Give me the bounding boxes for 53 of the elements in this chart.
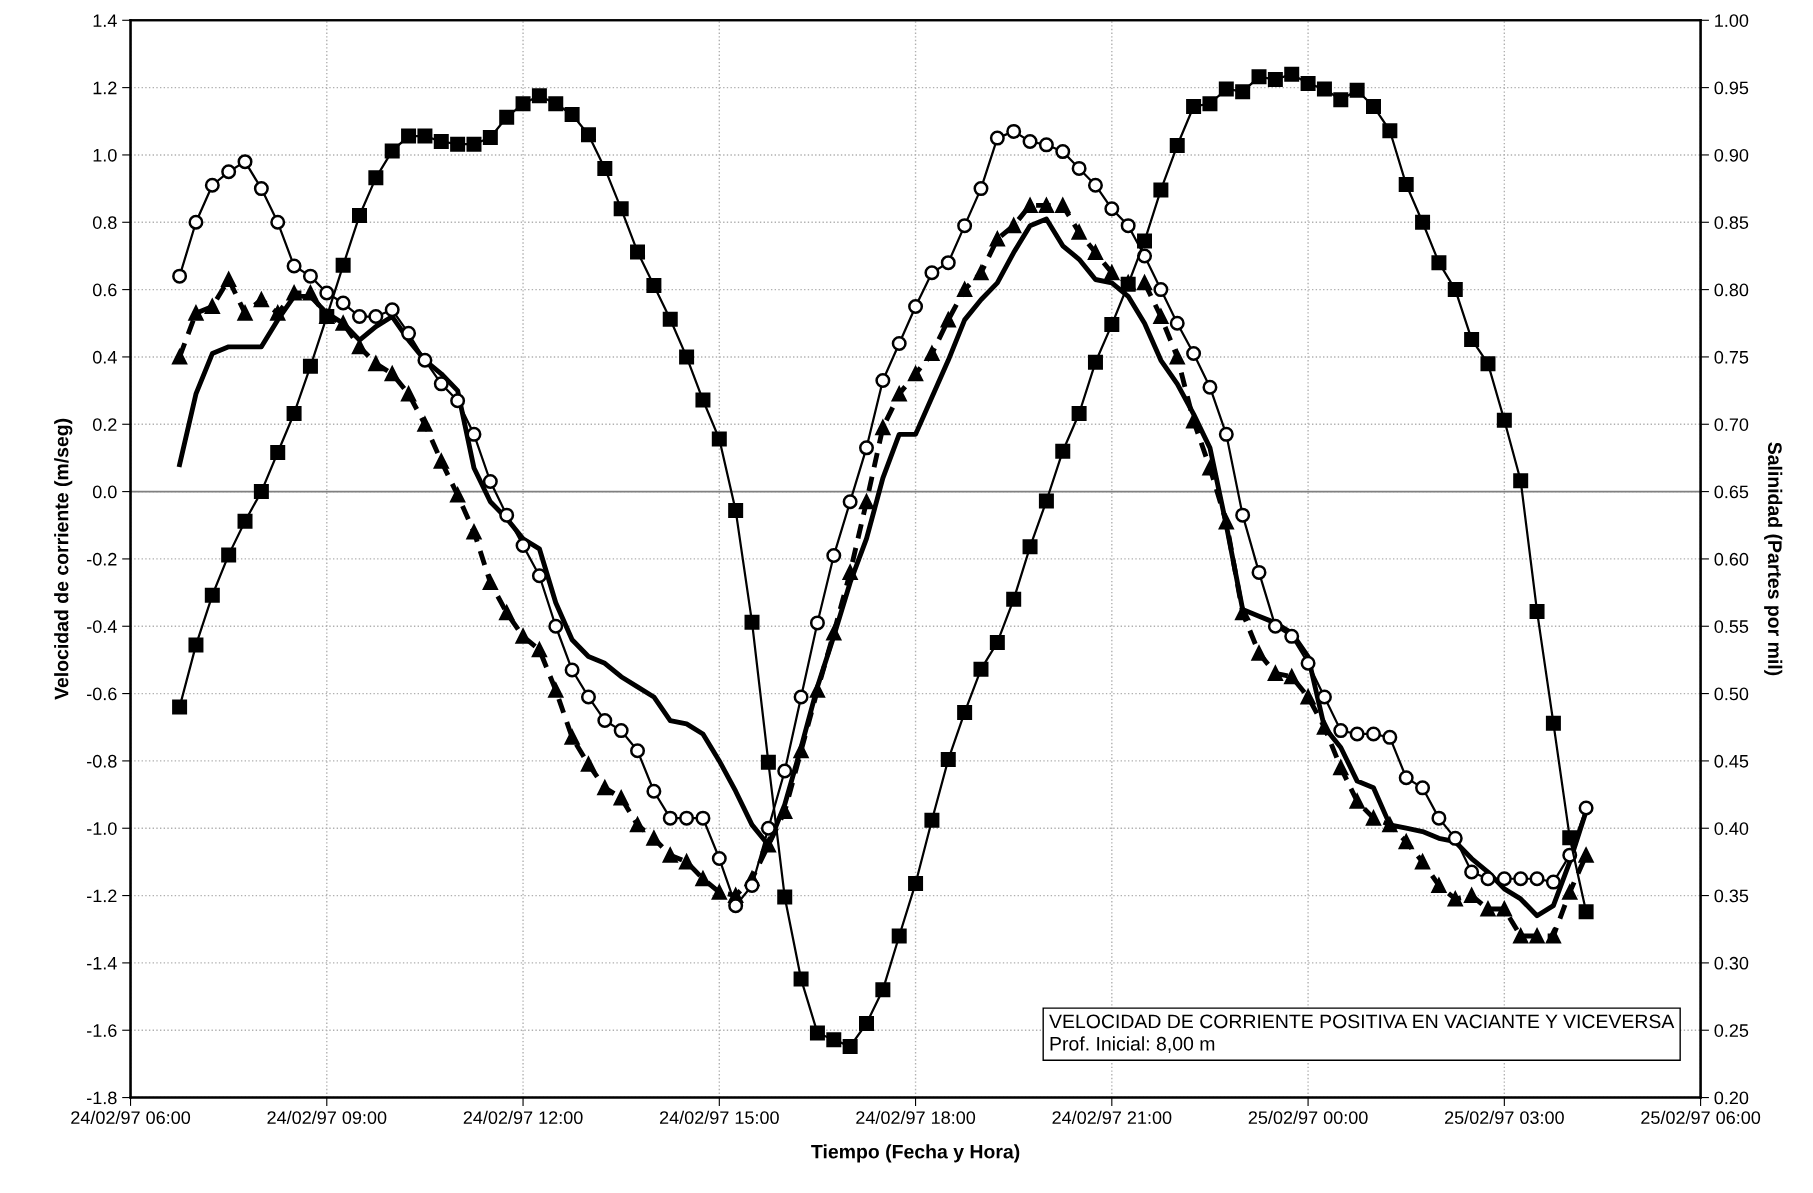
y-tick-label: 0.6 bbox=[92, 283, 117, 297]
y2-tick-label: 0.55 bbox=[1714, 620, 1749, 633]
y-tick-label: 0.2 bbox=[92, 418, 117, 431]
point bbox=[760, 837, 776, 853]
y-tick-label: -0.4 bbox=[87, 620, 117, 633]
y2-tick-label: 0.90 bbox=[1714, 148, 1749, 162]
y2-tick-label: 0.95 bbox=[1714, 81, 1749, 95]
point bbox=[417, 352, 433, 368]
y-tick-label: 1.4 bbox=[93, 14, 117, 27]
x-tick-label: 24/02/97 06:00 bbox=[71, 1110, 191, 1125]
y-tick-label: 1.0 bbox=[93, 148, 117, 162]
y-tick-label: 0.4 bbox=[92, 350, 117, 364]
annotation: Prof. Inicial: 8,00 m bbox=[1050, 1036, 1215, 1053]
annotation: VELOCIDAD DE CORRIENTE POSITIVA EN VACIANTE Y VICEVERSA bbox=[1049, 1014, 1675, 1029]
y-tick-label: -1.4 bbox=[87, 957, 117, 970]
x-tick-label: 25/02/97 06:00 bbox=[1641, 1110, 1761, 1125]
y2-tick-label: 0.35 bbox=[1714, 889, 1749, 903]
y2-tick-label: 0.50 bbox=[1714, 687, 1749, 701]
y-tick-label: 0.8 bbox=[92, 216, 117, 229]
y-tick-label: -1.6 bbox=[87, 1024, 117, 1037]
y2-tick-label: 0.75 bbox=[1714, 350, 1749, 364]
y2-tick-label: 0.60 bbox=[1714, 552, 1749, 566]
point bbox=[335, 315, 351, 331]
y-tick-label: -0.6 bbox=[87, 687, 117, 701]
y-tick-label: -0.2 bbox=[87, 552, 117, 566]
x-tick-label: 24/02/97 09:00 bbox=[267, 1110, 387, 1125]
y2-tick-label: 1.00 bbox=[1715, 14, 1749, 27]
y2-tick-label: 0.45 bbox=[1714, 754, 1749, 768]
y-axis-title: Velocidad de corriente (m/seg) bbox=[54, 418, 73, 700]
point bbox=[1316, 719, 1332, 735]
y-tick-label: 1.2 bbox=[93, 81, 117, 95]
point bbox=[1382, 817, 1398, 833]
y2-axis-title: Salinidad (Partes por mil) bbox=[1764, 442, 1783, 676]
y-tick-label: -0.8 bbox=[87, 754, 117, 768]
y2-tick-label: 0.80 bbox=[1714, 283, 1749, 297]
x-tick-label: 24/02/97 18:00 bbox=[856, 1110, 976, 1125]
y2-tick-label: 0.20 bbox=[1714, 1091, 1749, 1105]
y-tick-label: -1.0 bbox=[87, 822, 117, 835]
y2-tick-label: 0.65 bbox=[1714, 485, 1749, 499]
y-tick-label: 0.0 bbox=[92, 485, 117, 499]
y2-tick-label: 0.40 bbox=[1714, 822, 1749, 835]
y2-tick-label: 0.25 bbox=[1714, 1024, 1749, 1037]
y2-tick-label: 0.30 bbox=[1714, 956, 1749, 970]
y2-tick-label: 0.85 bbox=[1714, 216, 1749, 229]
x-tick-label: 25/02/97 03:00 bbox=[1445, 1110, 1564, 1125]
x-axis-title: Tiempo (Fecha y Hora) bbox=[811, 1144, 1020, 1163]
x-tick-label: 24/02/97 21:00 bbox=[1052, 1110, 1172, 1125]
y-tick-label: -1.2 bbox=[87, 889, 117, 903]
y-tick-label: -1.8 bbox=[87, 1091, 117, 1105]
y2-tick-label: 0.70 bbox=[1714, 418, 1749, 431]
x-tick-label: 24/02/97 12:00 bbox=[463, 1110, 583, 1125]
x-tick-label: 25/02/97 00:00 bbox=[1248, 1110, 1368, 1125]
x-tick-label: 24/02/97 15:00 bbox=[659, 1110, 779, 1125]
